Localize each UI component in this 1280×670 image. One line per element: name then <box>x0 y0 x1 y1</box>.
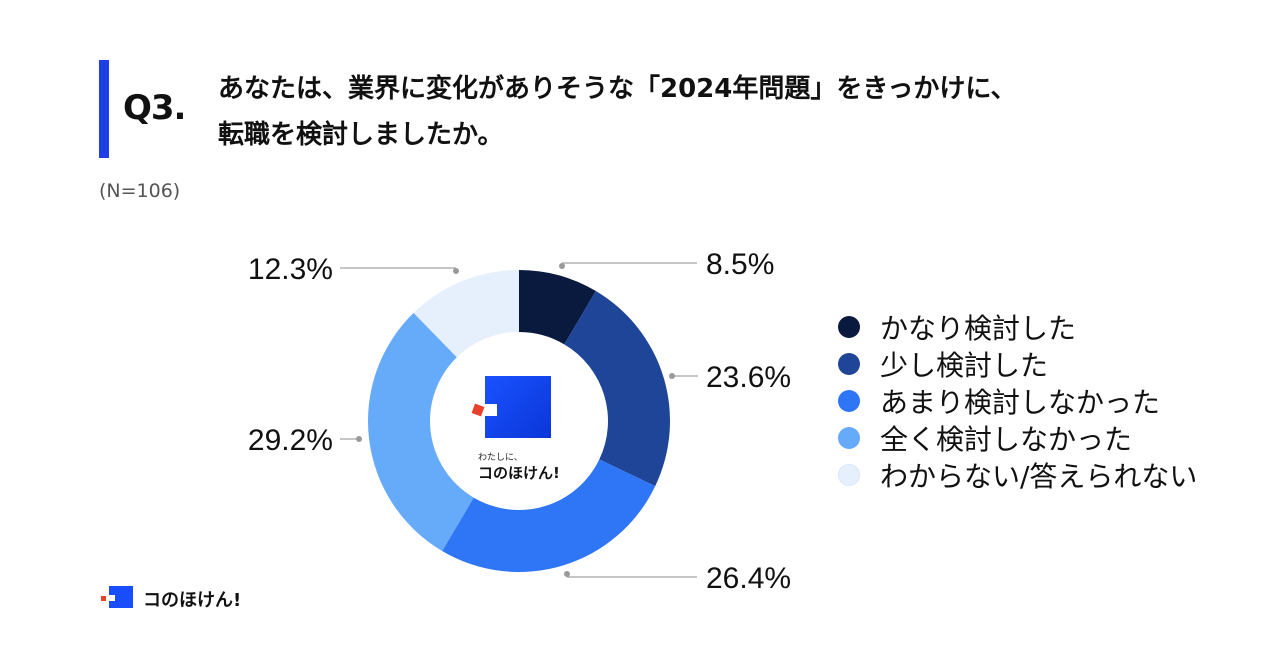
legend-label-3: あまり検討しなかった <box>880 385 1161 419</box>
legend-label-5: わからない/答えられない <box>880 459 1198 493</box>
question-number: Q3. <box>123 88 186 128</box>
logo-red-mark-icon <box>471 403 485 417</box>
legend-item-2: 少し検討した <box>838 345 1197 382</box>
legend-label-1: かなり検討した <box>880 311 1077 345</box>
sample-size: (N=106) <box>99 180 181 202</box>
footer-logo: コのほけん! <box>99 586 279 611</box>
donut-slice-5 <box>413 270 519 358</box>
legend-swatch-5 <box>838 463 860 486</box>
question-text: あなたは、業界に変化がありそうな「2024年問題」をきっかけに、 転職を検討しま… <box>218 66 1017 158</box>
legend-label-4: 全く検討しなかった <box>880 422 1133 456</box>
leader-dot-3 <box>564 571 570 577</box>
legend-swatch-2 <box>838 352 860 375</box>
legend-swatch-3 <box>838 389 860 412</box>
question-line-2: 転職を検討しましたか。 <box>218 120 504 150</box>
question-line-1: あなたは、業界に変化がありそうな「2024年問題」をきっかけに、 <box>218 74 1017 104</box>
donut-slice-4 <box>368 312 474 551</box>
legend-item-5: わからない/答えられない <box>838 456 1197 493</box>
footer-brand-name: コのほけん! <box>143 590 242 611</box>
legend-swatch-4 <box>838 426 860 449</box>
leader-dot-5 <box>453 268 459 274</box>
chart-legend: かなり検討した 少し検討した あまり検討しなかった 全く検討しなかった わからない/答え… <box>838 308 1197 493</box>
legend-item-1: かなり検討した <box>838 308 1197 345</box>
legend-label-2: 少し検討した <box>880 348 1049 382</box>
donut-slice-2 <box>564 291 670 487</box>
legend-swatch-1 <box>838 315 860 338</box>
legend-item-4: 全く検討しなかった <box>838 419 1197 456</box>
legend-item-3: あまり検討しなかった <box>838 382 1197 419</box>
donut-slice-3 <box>442 459 656 572</box>
leader-dot-2 <box>669 373 675 379</box>
value-label-1: 8.5% <box>706 248 774 281</box>
leader-dot-4 <box>356 436 362 442</box>
value-label-2: 23.6% <box>706 361 791 394</box>
title-accent-bar <box>99 60 109 158</box>
logo-tagline: わたしに、 <box>478 453 523 463</box>
center-logo: わたしに、 コのほけん! <box>469 374 589 484</box>
logo-brand-name: コのほけん! <box>478 464 560 482</box>
value-label-3: 26.4% <box>706 562 791 595</box>
footer-red-mark-icon <box>101 596 106 601</box>
footer-logo-square-icon <box>109 586 133 608</box>
donut-slice-1 <box>519 270 596 345</box>
value-label-5: 12.3% <box>248 253 333 286</box>
value-label-4: 29.2% <box>248 424 333 457</box>
leader-dot-1 <box>559 263 565 269</box>
